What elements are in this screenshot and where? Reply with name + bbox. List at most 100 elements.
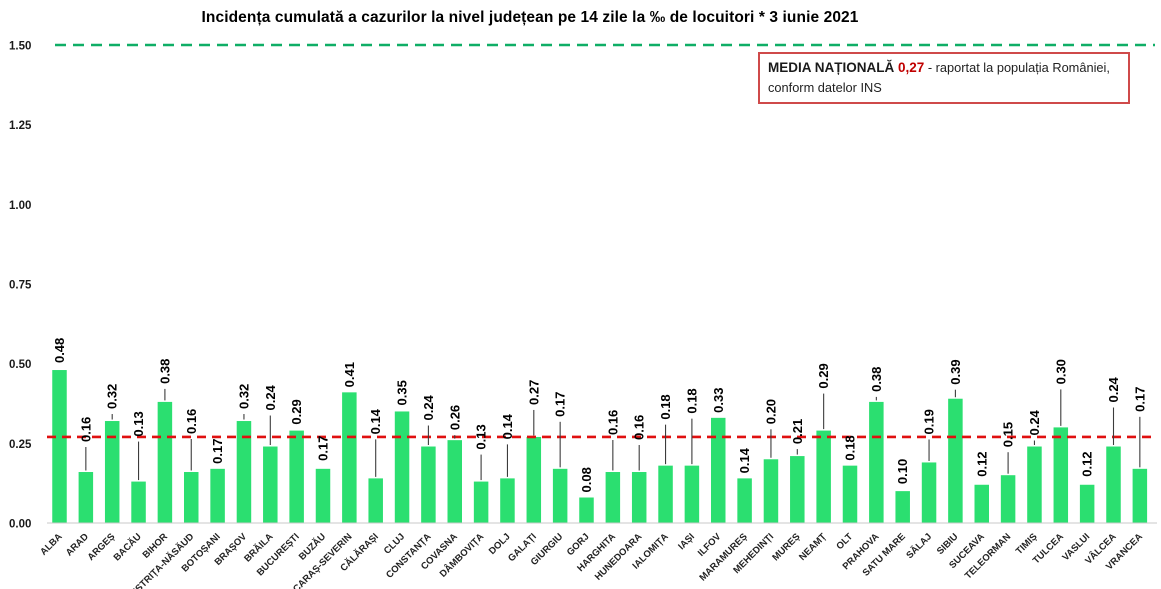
- bar-CĂLĂRAȘI: [368, 478, 383, 523]
- bar-VASLUI: [1079, 484, 1095, 523]
- value-label: 0.12: [974, 451, 989, 476]
- value-label: 0.21: [790, 419, 805, 444]
- value-label: 0.14: [500, 413, 515, 439]
- bar-SĂLAJ: [921, 462, 937, 523]
- bar-SUCEAVA: [974, 484, 989, 523]
- x-axis-label: ARGEȘ: [86, 531, 118, 563]
- bar-SIBIU: [948, 398, 963, 523]
- value-label: 0.13: [131, 411, 146, 436]
- value-label: 0.18: [658, 394, 673, 419]
- value-label: 0.38: [157, 359, 172, 384]
- bar-CARAȘ-SEVERIN: [342, 392, 357, 523]
- value-label: 0.41: [342, 362, 357, 387]
- value-label: 0.10: [895, 459, 910, 484]
- bar-MEHEDINȚI: [763, 459, 779, 523]
- x-axis-label: NEAMȚ: [797, 531, 829, 563]
- value-label: 0.48: [52, 338, 67, 363]
- value-label: 0.17: [210, 439, 225, 464]
- national-average-value: 0,27: [898, 60, 925, 75]
- value-label: 0.16: [184, 409, 199, 434]
- bar-PRAHOVA: [869, 401, 884, 523]
- value-label: 0.29: [816, 363, 831, 388]
- bar-MARAMUREȘ: [737, 478, 752, 523]
- bar-VÂLCEA: [1106, 446, 1121, 523]
- value-label: 0.35: [395, 380, 410, 405]
- value-label: 0.32: [105, 384, 120, 409]
- national-average-label: MEDIA NAȚIONALĂ: [768, 60, 898, 75]
- bar-OLT: [842, 465, 858, 523]
- value-label: 0.18: [843, 435, 858, 460]
- bar-GORJ: [579, 497, 594, 523]
- value-label: 0.16: [632, 415, 647, 440]
- national-average-note: - raportat la populația României, confor…: [768, 60, 1110, 96]
- x-axis-label: IAȘI: [676, 531, 697, 552]
- value-label: 0.08: [579, 467, 594, 492]
- bar-TULCEA: [1053, 427, 1069, 523]
- value-label: 0.32: [236, 384, 251, 409]
- bar-DÂMBOVIȚA: [473, 481, 489, 523]
- bar-SATU MARE: [895, 491, 910, 523]
- bar-ARGEȘ: [104, 421, 120, 523]
- bar-BUCUREȘTI: [289, 430, 304, 523]
- bar-CLUJ: [394, 411, 410, 523]
- value-label: 0.13: [474, 424, 489, 449]
- value-label: 0.14: [737, 447, 752, 473]
- value-label: 0.24: [263, 384, 278, 410]
- y-tick-label: 0.50: [9, 359, 31, 371]
- bar-NEAMȚ: [816, 430, 831, 523]
- bar-CONSTANȚA: [421, 446, 436, 523]
- bar-HUNEDOARA: [631, 472, 647, 523]
- value-label: 0.17: [1132, 387, 1147, 412]
- bar-TIMIȘ: [1027, 446, 1042, 523]
- value-label: 0.26: [447, 405, 462, 430]
- y-tick-label: 1.25: [9, 120, 32, 132]
- bar-MUREȘ: [790, 456, 805, 523]
- y-tick-label: 1.00: [9, 200, 31, 212]
- value-label: 0.30: [1053, 359, 1068, 384]
- x-axis-label: SĂLAJ: [904, 531, 934, 561]
- value-label: 0.18: [684, 388, 699, 413]
- y-tick-label: 0.25: [9, 439, 32, 451]
- value-label: 0.17: [553, 392, 568, 417]
- value-label: 0.16: [78, 417, 93, 442]
- bar-ILFOV: [711, 417, 726, 523]
- bar-COVASNA: [447, 440, 462, 523]
- bar-IALOMIȚA: [658, 465, 673, 523]
- y-tick-label: 1.50: [9, 41, 31, 53]
- bar-TELEORMAN: [1000, 475, 1016, 523]
- bar-GIURGIU: [552, 468, 568, 523]
- chart-title: Incidența cumulată a cazurilor la nivel …: [201, 9, 859, 26]
- value-label: 0.12: [1080, 451, 1095, 476]
- value-label: 0.24: [1027, 409, 1042, 435]
- bar-BOTOȘANI: [210, 468, 225, 523]
- bar-BISTRIȚA-NĂSĂUD: [184, 472, 199, 523]
- x-axis-label: MUREȘ: [770, 531, 802, 563]
- bar-HARGHITA: [605, 472, 621, 523]
- national-average-callout: MEDIA NAȚIONALĂ 0,27 - raportat la popul…: [758, 52, 1130, 105]
- value-label: 0.15: [1001, 422, 1016, 447]
- value-label: 0.38: [869, 367, 884, 392]
- value-label: 0.27: [526, 380, 541, 405]
- value-label: 0.39: [948, 359, 963, 384]
- value-label: 0.16: [605, 410, 620, 435]
- x-axis-label: BACĂU: [112, 531, 144, 563]
- value-label: 0.20: [763, 399, 778, 424]
- value-label: 0.17: [316, 436, 331, 461]
- bar-DOLJ: [500, 478, 515, 523]
- y-tick-label: 0.00: [9, 519, 31, 531]
- value-label: 0.19: [922, 409, 937, 434]
- bar-VRANCEA: [1132, 468, 1148, 523]
- bar-BRAȘOV: [236, 421, 252, 523]
- bar-BACĂU: [131, 481, 146, 523]
- value-label: 0.24: [1106, 376, 1121, 402]
- bar-BIHOR: [157, 401, 173, 523]
- value-label: 0.14: [368, 408, 383, 434]
- value-label: 0.29: [289, 399, 304, 424]
- bar-IAȘI: [684, 465, 700, 523]
- value-label: 0.33: [711, 388, 726, 413]
- x-axis-label: OLT: [834, 531, 855, 552]
- y-tick-label: 0.75: [9, 280, 32, 292]
- bar-GALAȚI: [526, 436, 542, 523]
